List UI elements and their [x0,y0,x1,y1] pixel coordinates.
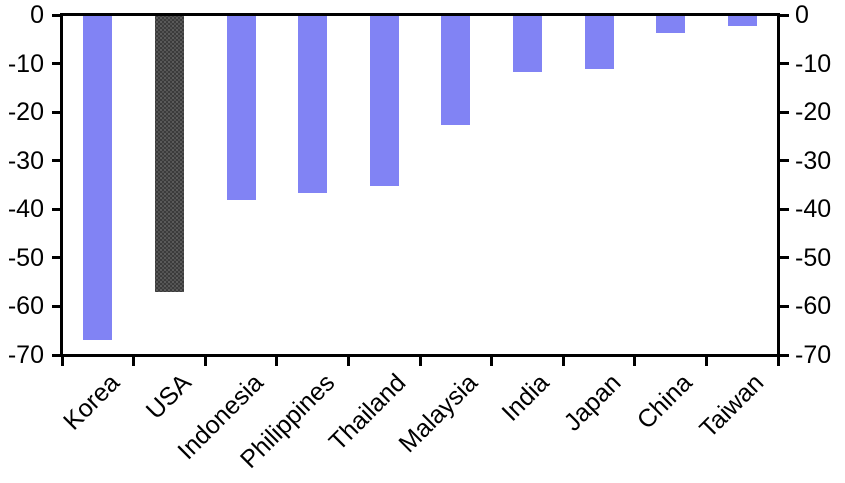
x-tick [346,356,350,366]
y-axis-label-right: -50 [795,243,832,272]
y-axis-label-left: -30 [7,146,44,175]
bar-japan [584,16,614,70]
y-axis-label-left: -60 [7,292,44,321]
y-tick-right [779,13,789,17]
x-tick [275,356,279,366]
bar-malaysia [441,16,471,125]
y-axis-label-left: -10 [7,49,44,78]
y-tick-left [51,353,61,357]
y-axis-label-right: -40 [795,195,832,224]
bar-china [656,16,686,33]
y-tick-right [779,256,789,260]
y-tick-left [51,256,61,260]
x-tick [704,356,708,366]
y-axis-label-right: -60 [795,292,832,321]
y-axis-label-right: -70 [795,341,832,369]
x-tick [418,356,422,366]
y-tick-right [779,159,789,163]
y-axis-label-right: -30 [795,146,832,175]
bar-usa [154,16,184,293]
x-axis-label-india: India [496,368,555,427]
y-tick-left [51,110,61,114]
x-axis-label-malaysia: Malaysia [393,368,484,459]
x-axis-label-china: China [632,368,698,435]
y-axis-label-left: 0 [30,1,44,29]
y-tick-right [779,110,789,114]
x-tick [490,356,494,366]
y-tick-right [779,62,789,66]
x-tick [132,356,136,366]
x-axis-label-taiwan: Taiwan [694,368,770,444]
y-tick-right [779,207,789,211]
x-tick [60,356,64,366]
x-axis-label-korea: Korea [58,368,126,436]
x-tick [776,356,780,366]
y-axis-label-left: -50 [7,243,44,272]
y-tick-left [51,304,61,308]
y-axis-label-right: 0 [795,1,809,29]
bar-philippines [298,16,328,193]
x-axis-label-usa: USA [140,368,197,425]
y-axis-label-left: -20 [7,98,44,127]
x-tick [561,356,565,366]
y-axis-label-left: -70 [7,341,44,369]
y-tick-left [51,62,61,66]
y-axis-label-left: -40 [7,195,44,224]
y-tick-left [51,13,61,17]
y-tick-right [779,353,789,357]
x-tick [203,356,207,366]
bar-india [512,16,542,72]
y-axis-label-right: -20 [795,98,832,127]
x-axis-label-japan: Japan [558,368,627,437]
x-tick [633,356,637,366]
bar-thailand [369,16,399,186]
bar-taiwan [727,16,757,26]
y-tick-right [779,304,789,308]
y-axis-label-right: -10 [795,49,832,78]
bar-korea [83,16,113,341]
bar-indonesia [226,16,256,201]
y-tick-left [51,207,61,211]
y-tick-left [51,159,61,163]
